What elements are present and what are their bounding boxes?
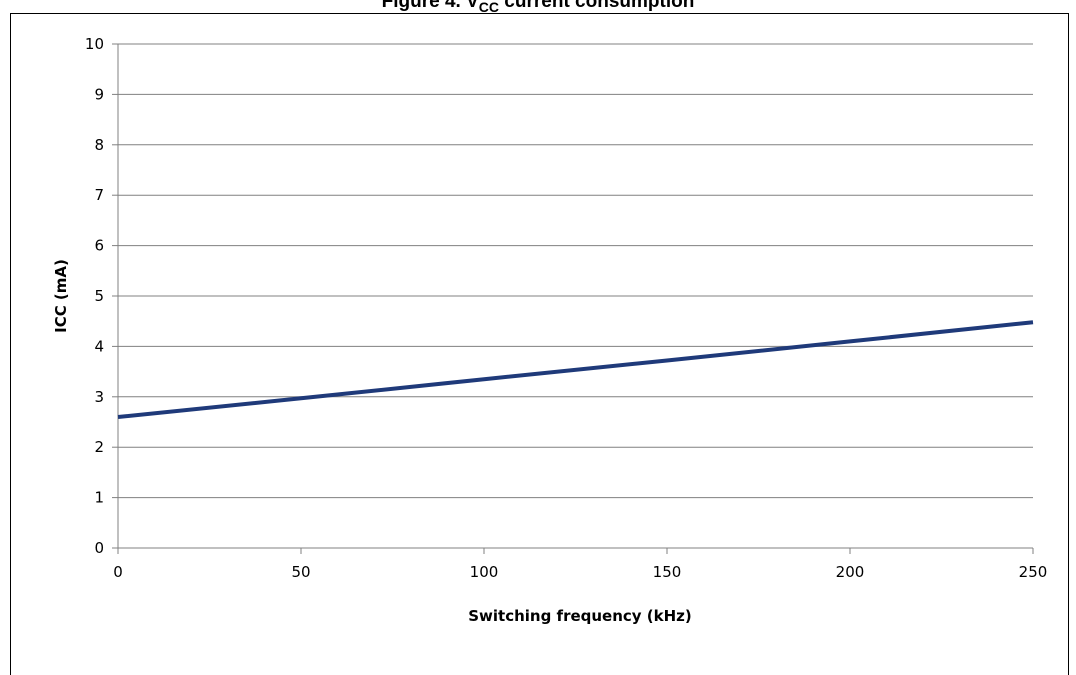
y-tick-label-1: 1 xyxy=(94,489,104,507)
y-tick-label-6: 6 xyxy=(94,237,104,255)
figure-title-subscript: CC xyxy=(478,0,500,15)
figure-title: Figure 4. VCC current consumption xyxy=(0,0,1076,15)
y-tick-label-7: 7 xyxy=(94,186,104,204)
figure-frame xyxy=(10,13,1069,675)
y-tick-label-0: 0 xyxy=(94,539,104,557)
series-group xyxy=(117,320,1034,419)
grid-lines xyxy=(118,43,1033,499)
y-tick-label-10: 10 xyxy=(85,35,104,53)
y-axis-label: ICC (mA) xyxy=(52,259,70,333)
figure-title-suffix: current consumption xyxy=(499,0,695,12)
x-tick-label-0: 0 xyxy=(113,563,123,581)
x-tick-label-250: 250 xyxy=(1019,563,1048,581)
y-tick-label-5: 5 xyxy=(94,287,104,305)
y-tick-label-3: 3 xyxy=(94,388,104,406)
x-tick-label-100: 100 xyxy=(470,563,499,581)
y-tick-label-9: 9 xyxy=(94,85,104,103)
series-line-0 xyxy=(117,320,1034,419)
y-tick-labels: 0 1 2 3 4 5 6 7 8 9 10 xyxy=(85,35,104,557)
axes xyxy=(112,43,1034,554)
x-tick-label-200: 200 xyxy=(836,563,865,581)
x-axis-label: Switching frequency (kHz) xyxy=(468,607,692,625)
figure-title-prefix: Figure 4. V xyxy=(381,0,479,12)
x-tick-label-150: 150 xyxy=(653,563,682,581)
x-tick-label-50: 50 xyxy=(291,563,310,581)
y-tick-label-8: 8 xyxy=(94,136,104,154)
y-tick-label-2: 2 xyxy=(94,438,104,456)
x-tick-labels: 0 50 100 150 200 250 xyxy=(113,563,1047,581)
y-tick-label-4: 4 xyxy=(94,337,104,355)
